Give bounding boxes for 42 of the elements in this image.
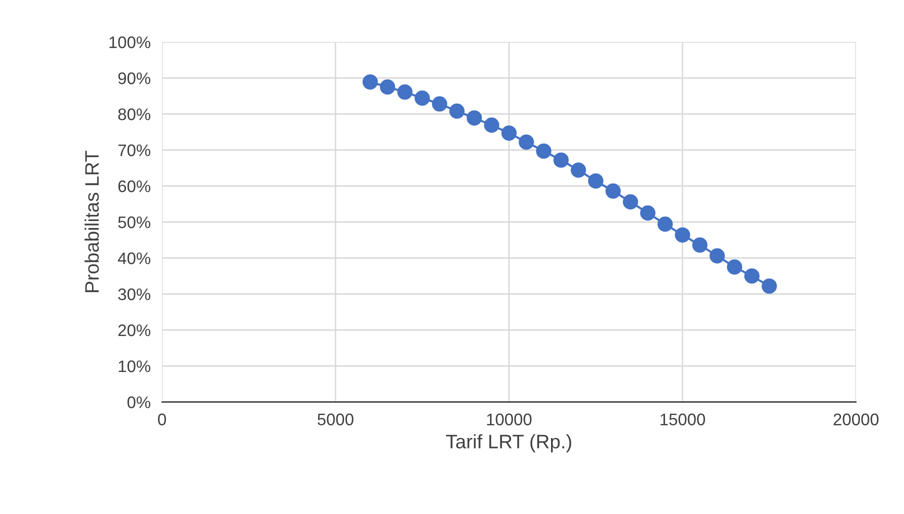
y-tick-label: 60% [118, 180, 150, 192]
y-tick-label: 80% [118, 108, 150, 120]
point [744, 268, 760, 284]
y-tick-label: 70% [118, 144, 150, 156]
point [414, 90, 430, 106]
y-axis-title: Probabilitas LRT [84, 150, 99, 292]
point [362, 74, 378, 90]
point [674, 227, 690, 243]
x-tick-label: 20000 [834, 414, 879, 426]
point [588, 173, 604, 189]
point [622, 194, 638, 210]
x-tick-label: 0 [158, 414, 166, 426]
point [762, 278, 777, 294]
point [692, 237, 708, 253]
point [501, 125, 517, 141]
y-tick-label: 0% [127, 396, 150, 408]
point [553, 152, 569, 168]
point [518, 134, 534, 150]
y-tick-label: 30% [118, 288, 150, 300]
point [484, 118, 500, 133]
point [380, 79, 396, 95]
y-tick-label: 10% [118, 360, 150, 372]
point [640, 205, 656, 221]
y-tick-label: 90% [118, 72, 150, 84]
y-tick-label: 50% [118, 216, 150, 228]
x-tick-label: 15000 [660, 414, 706, 426]
y-tick-label: 40% [118, 252, 150, 264]
point [432, 96, 448, 112]
point [710, 248, 725, 264]
point [536, 143, 552, 159]
point [658, 216, 673, 232]
y-tick-label: 20% [118, 324, 150, 336]
point [466, 110, 482, 126]
x-axis-title: Tarif LRT (Rp.) [446, 434, 572, 452]
point [570, 162, 586, 178]
x-tick-label: 5000 [318, 414, 354, 426]
point [726, 259, 742, 275]
y-tick-label: 100% [110, 36, 150, 48]
point [397, 84, 413, 100]
x-tick-label: 10000 [487, 414, 532, 426]
point [605, 183, 621, 199]
point [449, 103, 465, 119]
